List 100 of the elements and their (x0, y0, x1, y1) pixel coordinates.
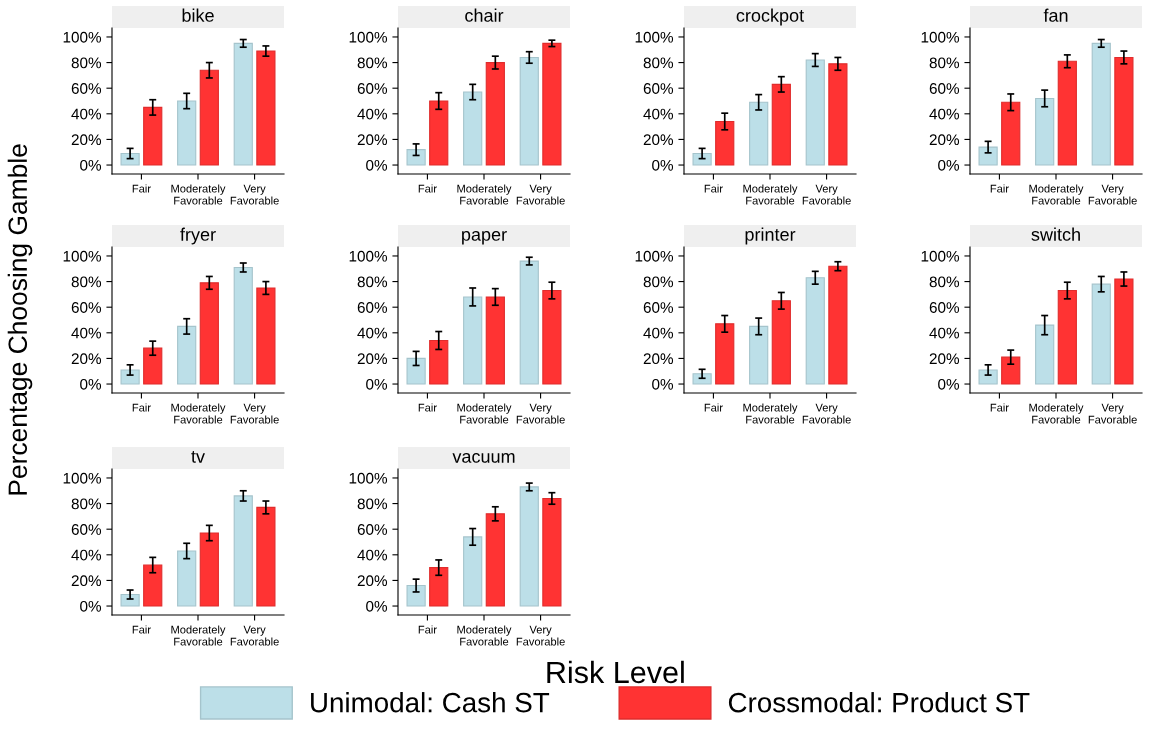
y-tick-label: 20% (357, 353, 388, 365)
y-tick-label: 80% (357, 498, 388, 510)
x-tick-label: Very Favorable (516, 403, 565, 424)
bar (199, 532, 219, 607)
x-tick-label: Fair (990, 184, 1009, 193)
y-tick-label: 80% (929, 276, 960, 288)
bar (1001, 356, 1021, 385)
y-tick-label: 40% (643, 327, 674, 339)
bar (1001, 101, 1021, 166)
y-tick-label: 100% (635, 31, 674, 43)
y-tick-label: 0% (652, 159, 674, 171)
bar (1035, 97, 1055, 166)
bar (429, 567, 449, 607)
bar (429, 100, 449, 166)
y-tick-label: 0% (80, 378, 102, 390)
x-tick-label: Very Favorable (230, 625, 279, 646)
y-tick-label: 100% (921, 31, 960, 43)
x-tick-label: Very Favorable (802, 403, 851, 424)
y-tick-label: 40% (71, 327, 102, 339)
x-tick-label: Very Favorable (516, 184, 565, 205)
bar (177, 325, 197, 385)
bar (120, 369, 140, 385)
bar (256, 506, 276, 607)
x-tick-label: Moderately Favorable (171, 403, 226, 424)
bar (519, 486, 539, 607)
chart-title: paper (462, 230, 507, 245)
x-tick-label: Fair (132, 403, 151, 412)
bar (199, 69, 219, 166)
bar (233, 266, 253, 385)
y-tick-label: 40% (643, 108, 674, 120)
bar (120, 152, 140, 166)
bar (143, 347, 163, 385)
y-tick-label: 60% (357, 524, 388, 535)
y-tick-label: 60% (71, 83, 102, 94)
bar (1091, 283, 1111, 385)
x-tick-label: Moderately Favorable (171, 184, 226, 205)
y-tick-label: 0% (366, 378, 388, 390)
bar (978, 146, 998, 166)
x-tick-label: Fair (418, 625, 437, 634)
bar (485, 513, 505, 607)
y-tick-label: 40% (71, 549, 102, 561)
bar (749, 325, 769, 385)
chart-title: crockpot (736, 8, 804, 26)
bar (692, 152, 712, 166)
bar (233, 495, 253, 607)
bar (1091, 42, 1111, 166)
bar (828, 63, 848, 166)
bar (406, 149, 426, 166)
x-tick-label: Fair (418, 184, 437, 193)
y-tick-label: 20% (643, 353, 674, 365)
y-tick-label: 40% (357, 108, 388, 120)
bar (519, 56, 539, 166)
bar (485, 296, 505, 385)
bar (519, 260, 539, 385)
y-tick-label: 0% (80, 159, 102, 171)
x-tick-label: Moderately Favorable (457, 625, 512, 646)
x-tick-label: Moderately Favorable (457, 184, 512, 205)
bar (463, 91, 483, 166)
chart-title: switch (1031, 227, 1080, 241)
bar (463, 296, 483, 385)
x-tick-label: Fair (418, 403, 437, 412)
y-tick-label: 80% (643, 57, 674, 69)
bar (715, 323, 735, 385)
legend-label: Crossmodal: Product ST (728, 692, 1030, 713)
x-tick-label: Moderately Favorable (171, 625, 226, 646)
bar (256, 287, 276, 385)
y-tick-label: 60% (929, 83, 960, 94)
chart-title: fan (1043, 8, 1068, 22)
y-tick-label: 100% (349, 250, 388, 262)
y-tick-label: 0% (652, 378, 674, 390)
y-tick-label: 40% (929, 108, 960, 120)
y-tick-label: 20% (643, 134, 674, 146)
bar (406, 357, 426, 385)
bar (233, 42, 253, 166)
y-tick-label: 60% (71, 302, 102, 313)
y-tick-label: 20% (357, 575, 388, 587)
bar (828, 265, 848, 385)
bar (749, 101, 769, 166)
y-tick-label: 100% (635, 250, 674, 262)
bar (485, 62, 505, 166)
y-tick-label: 100% (63, 31, 102, 43)
bar (199, 282, 219, 385)
y-tick-label: 0% (938, 378, 960, 390)
x-tick-label: Moderately Favorable (1029, 184, 1084, 205)
x-tick-label: Moderately Favorable (1029, 403, 1084, 424)
bar (542, 497, 562, 607)
y-tick-label: 60% (643, 83, 674, 94)
y-tick-label: 80% (357, 57, 388, 69)
bar (715, 120, 735, 166)
y-tick-label: 100% (63, 472, 102, 484)
x-tick-label: Fair (132, 625, 151, 634)
x-tick-label: Very Favorable (230, 184, 279, 205)
y-tick-label: 100% (63, 250, 102, 262)
bar (406, 584, 426, 607)
x-tick-label: Very Favorable (1088, 403, 1137, 424)
chart-title: printer (745, 227, 796, 245)
y-tick-label: 40% (929, 327, 960, 339)
y-tick-label: 20% (357, 134, 388, 146)
y-tick-label: 40% (357, 549, 388, 561)
bar (1057, 289, 1077, 385)
